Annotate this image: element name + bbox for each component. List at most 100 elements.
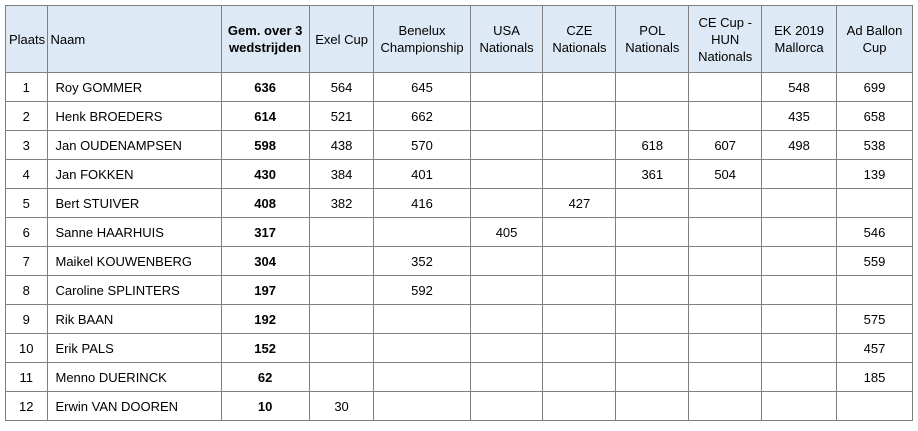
table-row: 7 Maikel KOUWENBERG 304 352 559 <box>5 246 913 276</box>
col-ce-cup-hun-cell <box>688 304 763 334</box>
col-ad-ballon-cup-cell: 185 <box>836 362 913 392</box>
col-plaats-cell: 8 <box>5 275 48 305</box>
table-row: 3 Jan OUDENAMPSEN 598 438 570 618 607 498 538 <box>5 130 913 160</box>
col-ek-2019-cell <box>761 188 838 218</box>
col-cze-cell <box>542 72 617 102</box>
col-exel-cup-cell <box>308 333 375 363</box>
col-naam-cell: Erik PALS <box>46 333 222 363</box>
col-pol-cell <box>615 101 690 131</box>
col-ce-cup-hun-cell <box>688 362 763 392</box>
col-benelux-cell <box>373 304 471 334</box>
col-gemiddelde-cell: 62 <box>220 362 310 392</box>
col-gemiddelde-cell: 614 <box>220 101 310 131</box>
col-ek-2019-header: EK 2019 Mallorca <box>761 5 838 73</box>
col-ek-2019-cell: 435 <box>761 101 838 131</box>
col-ad-ballon-cup-cell <box>836 391 913 421</box>
col-ek-2019-cell <box>761 362 838 392</box>
col-usa-cell <box>469 101 544 131</box>
col-exel-cup-cell <box>308 217 375 247</box>
col-usa-cell <box>469 159 544 189</box>
col-exel-cup-cell: 521 <box>308 101 375 131</box>
col-naam-cell: Henk BROEDERS <box>46 101 222 131</box>
col-plaats-cell: 11 <box>5 362 48 392</box>
col-gemiddelde-cell: 430 <box>220 159 310 189</box>
table-row: 12 Erwin VAN DOOREN 10 30 <box>5 391 913 421</box>
col-benelux-cell <box>373 333 471 363</box>
col-naam-cell: Menno DUERINCK <box>46 362 222 392</box>
col-benelux-cell <box>373 391 471 421</box>
col-usa-cell <box>469 362 544 392</box>
table-row: 10 Erik PALS 152 457 <box>5 333 913 363</box>
col-gemiddelde-cell: 10 <box>220 391 310 421</box>
col-gemiddelde-cell: 317 <box>220 217 310 247</box>
col-naam-cell: Maikel KOUWENBERG <box>46 246 222 276</box>
col-usa-cell <box>469 130 544 160</box>
col-pol-header: POL Nationals <box>615 5 690 73</box>
col-exel-cup-cell: 382 <box>308 188 375 218</box>
col-exel-cup-cell: 564 <box>308 72 375 102</box>
col-ad-ballon-cup-cell: 559 <box>836 246 913 276</box>
col-ek-2019-cell: 498 <box>761 130 838 160</box>
table-row: 8 Caroline SPLINTERS 197 592 <box>5 275 913 305</box>
col-gemiddelde-cell: 192 <box>220 304 310 334</box>
col-benelux-cell: 570 <box>373 130 471 160</box>
col-pol-cell <box>615 72 690 102</box>
col-naam-cell: Jan FOKKEN <box>46 159 222 189</box>
table-body: 1 Roy GOMMER 636 564 645 548 699 2 Henk BROEDERS… <box>5 72 913 421</box>
col-cze-cell: 427 <box>542 188 617 218</box>
col-exel-cup-cell <box>308 362 375 392</box>
col-naam-cell: Sanne HAARHUIS <box>46 217 222 247</box>
col-ek-2019-cell <box>761 391 838 421</box>
col-ce-cup-hun-header: CE Cup - HUN Nationals <box>688 5 763 73</box>
col-plaats-cell: 2 <box>5 101 48 131</box>
col-pol-cell <box>615 391 690 421</box>
col-plaats-cell: 3 <box>5 130 48 160</box>
col-cze-cell <box>542 333 617 363</box>
col-ce-cup-hun-cell: 607 <box>688 130 763 160</box>
col-ce-cup-hun-cell: 504 <box>688 159 763 189</box>
col-plaats-cell: 9 <box>5 304 48 334</box>
col-pol-cell <box>615 246 690 276</box>
col-gemiddelde-cell: 598 <box>220 130 310 160</box>
col-gemiddelde-cell: 197 <box>220 275 310 305</box>
header-row: Plaats Naam Gem. over 3 wedstrijden Exel Cu… <box>5 5 913 73</box>
table-row: 5 Bert STUIVER 408 382 416 427 <box>5 188 913 218</box>
col-benelux-cell: 645 <box>373 72 471 102</box>
col-naam-cell: Rik BAAN <box>46 304 222 334</box>
col-cze-cell <box>542 304 617 334</box>
col-cze-cell <box>542 217 617 247</box>
col-ek-2019-cell: 548 <box>761 72 838 102</box>
col-benelux-cell: 662 <box>373 101 471 131</box>
table-row: 6 Sanne HAARHUIS 317 405 546 <box>5 217 913 247</box>
col-ad-ballon-cup-header: Ad Ballon Cup <box>836 5 913 73</box>
col-ek-2019-cell <box>761 246 838 276</box>
col-cze-cell <box>542 101 617 131</box>
col-cze-cell <box>542 362 617 392</box>
col-ce-cup-hun-cell <box>688 217 763 247</box>
col-pol-cell <box>615 217 690 247</box>
col-ek-2019-cell <box>761 217 838 247</box>
col-benelux-cell: 352 <box>373 246 471 276</box>
col-ad-ballon-cup-cell: 139 <box>836 159 913 189</box>
col-ce-cup-hun-cell <box>688 72 763 102</box>
col-gemiddelde-cell: 408 <box>220 188 310 218</box>
col-ce-cup-hun-cell <box>688 391 763 421</box>
col-usa-cell <box>469 246 544 276</box>
col-benelux-cell: 416 <box>373 188 471 218</box>
col-exel-cup-cell: 30 <box>308 391 375 421</box>
col-plaats-cell: 4 <box>5 159 48 189</box>
col-naam-cell: Roy GOMMER <box>46 72 222 102</box>
col-pol-cell <box>615 304 690 334</box>
col-naam-cell: Erwin VAN DOOREN <box>46 391 222 421</box>
col-exel-cup-header: Exel Cup <box>308 5 375 73</box>
col-ce-cup-hun-cell <box>688 188 763 218</box>
col-cze-cell <box>542 159 617 189</box>
col-ad-ballon-cup-cell: 546 <box>836 217 913 247</box>
table-row: 2 Henk BROEDERS 614 521 662 435 658 <box>5 101 913 131</box>
col-pol-cell <box>615 275 690 305</box>
col-usa-cell <box>469 275 544 305</box>
col-ce-cup-hun-cell <box>688 275 763 305</box>
col-benelux-cell: 592 <box>373 275 471 305</box>
col-usa-cell <box>469 188 544 218</box>
col-usa-cell <box>469 72 544 102</box>
